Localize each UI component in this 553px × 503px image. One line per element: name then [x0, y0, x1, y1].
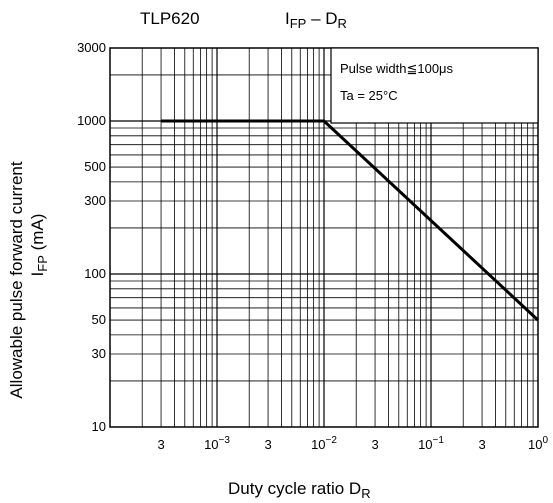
y-axis-label-i: I	[28, 272, 47, 277]
y-tick-label: 300	[84, 193, 106, 208]
annotation-temperature: Ta = 25°C	[340, 88, 398, 103]
plot-frame	[109, 47, 539, 428]
y-tick-label: 100	[84, 266, 106, 281]
chart-title-device: TLP620	[140, 9, 200, 28]
x-axis-label: Duty cycle ratio DR	[228, 479, 371, 501]
chart-title: IFP – DR	[285, 9, 347, 31]
y-tick-label: 50	[92, 312, 106, 327]
x-tick-label: 3	[371, 437, 378, 452]
x-tick-label: 100	[528, 435, 548, 452]
x-tick-label: 10−2	[311, 435, 337, 452]
x-tick-labels: 3 10−3 3 10−2 3 10−1 3 100	[157, 435, 548, 452]
y-axis-label-line1: Allowable pulse forward current	[7, 161, 26, 398]
y-axis-label-sub: FP	[35, 255, 50, 272]
x-tick-label: 10−3	[204, 435, 230, 452]
y-tick-label: 500	[84, 159, 106, 174]
chart-title-dash: – D	[306, 9, 337, 28]
chart-title-main-sub: FP	[290, 16, 307, 31]
x-axis-label-main: Duty cycle ratio D	[228, 479, 361, 498]
grid	[110, 48, 538, 427]
y-tick-label: 30	[92, 346, 106, 361]
x-tick-label: 3	[157, 437, 164, 452]
y-axis-label-line2: IFP (mA)	[28, 214, 50, 277]
chart-title-main: I	[285, 9, 290, 28]
series-line	[161, 119, 540, 322]
x-axis-label-sub: R	[361, 486, 370, 501]
y-tick-label: 10	[92, 419, 106, 434]
y-tick-label: 3000	[77, 40, 106, 55]
chart-title-dash-sub: R	[338, 16, 347, 31]
x-tick-label: 3	[264, 437, 271, 452]
x-tick-label: 10−1	[418, 435, 444, 452]
x-tick-label: 3	[478, 437, 485, 452]
y-tick-label: 1000	[77, 113, 106, 128]
y-tick-labels: 10 30 50 100 300 500 1000 3000	[77, 40, 106, 434]
annotation-box	[330, 47, 539, 124]
y-axis-label-unit: (mA)	[28, 214, 47, 256]
annotation-pulse-width: Pulse width≦100μs	[340, 61, 454, 76]
